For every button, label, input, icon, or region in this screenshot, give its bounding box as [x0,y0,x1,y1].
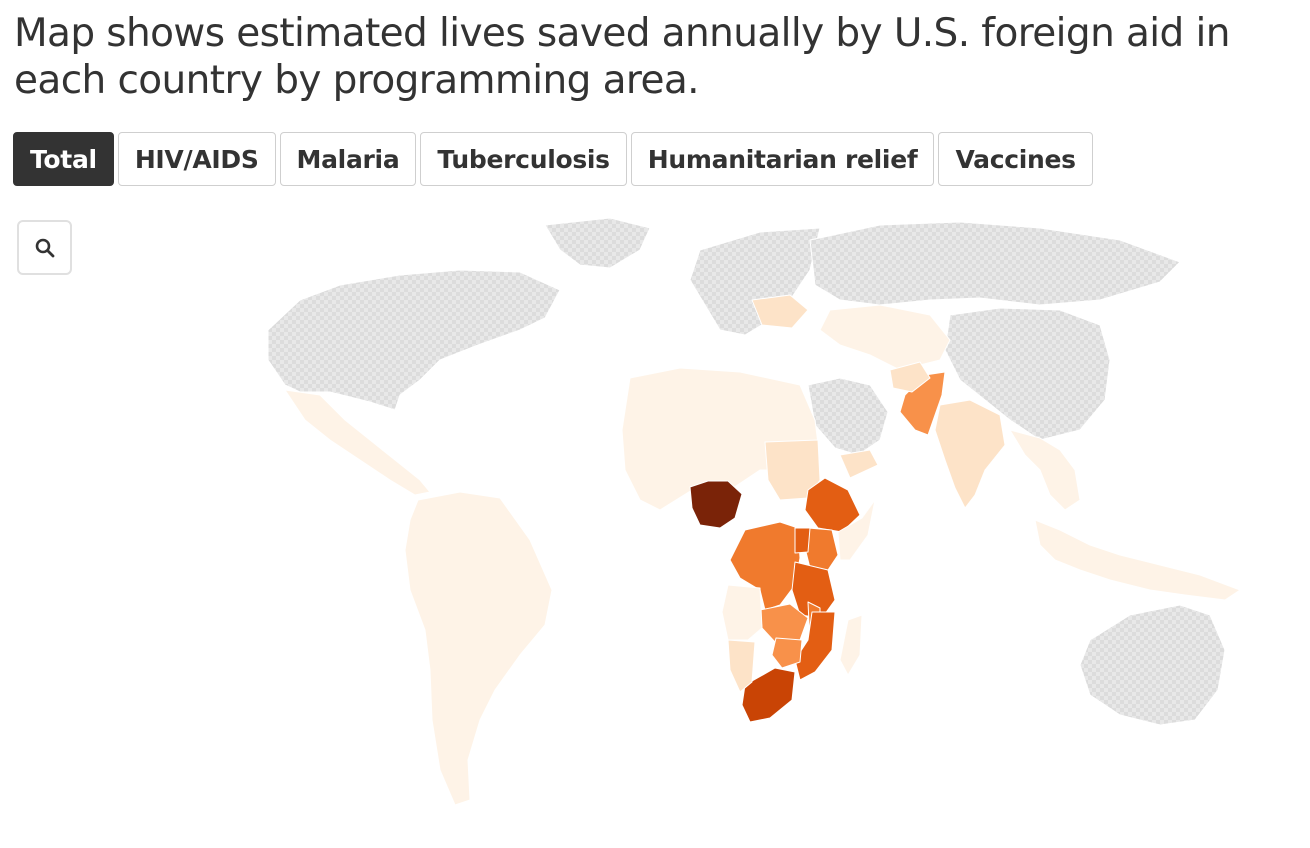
country-yemen[interactable]: Yemen [839,449,879,479]
country-mexico-central-america[interactable]: Mexico & Central America [284,389,431,496]
country-central-asia[interactable]: Central Asia [819,304,951,371]
tab-malaria[interactable]: Malaria [279,132,417,186]
country-namibia[interactable]: Namibia [727,639,756,693]
country-dr-congo[interactable]: DR Congo [729,521,801,611]
country-north-africa[interactable]: North Africa [621,367,821,511]
country-south-america[interactable]: South America [404,491,553,806]
country-ukraine[interactable]: Ukraine [751,294,809,329]
country-china[interactable]: China [944,307,1111,441]
tab-humanitarian-relief[interactable]: Humanitarian relief [630,132,935,186]
country-greenland[interactable]: Greenland [544,217,651,269]
country-mozambique[interactable]: Mozambique [794,611,836,681]
country-russia[interactable]: Russia [809,221,1181,306]
country-australia[interactable]: Australia [1079,604,1226,726]
world-map-svg: Canada & USAGreenlandEuropeRussiaChinaAu… [267,217,1241,806]
tab-hiv-aids[interactable]: HIV/AIDS [117,132,276,186]
programming-area-tabs: Total HIV/AIDS Malaria Tuberculosis Huma… [13,132,1093,186]
country-ethiopia[interactable]: Ethiopia [804,477,861,533]
tab-total[interactable]: Total [13,132,114,186]
country-indonesia[interactable]: Indonesia [1034,519,1241,601]
country-nigeria[interactable]: Nigeria [689,480,743,529]
country-zimbabwe[interactable]: Zimbabwe [771,637,803,669]
country-south-africa[interactable]: South Africa [741,667,796,723]
country-canada-usa[interactable]: Canada & USA [267,269,561,411]
country-southeast-asia[interactable]: Southeast Asia [1009,429,1081,511]
tab-vaccines[interactable]: Vaccines [938,132,1093,186]
map-title: Map shows estimated lives saved annually… [14,11,1230,103]
country-angola[interactable]: Angola [721,584,763,641]
world-map[interactable]: Canada & USAGreenlandEuropeRussiaChinaAu… [0,200,1310,848]
country-afghanistan[interactable]: Afghanistan [889,361,931,393]
country-india[interactable]: India [934,399,1006,509]
zoom-button[interactable] [17,220,72,275]
country-saudi-arabia[interactable]: Saudi Arabia [807,377,889,456]
country-somalia[interactable]: Somalia [837,499,876,561]
tab-tuberculosis[interactable]: Tuberculosis [420,132,627,186]
country-uganda[interactable]: Uganda [794,527,811,554]
country-pakistan[interactable]: Pakistan [899,371,946,436]
search-icon [35,238,54,257]
country-madagascar[interactable]: Madagascar [839,614,863,676]
